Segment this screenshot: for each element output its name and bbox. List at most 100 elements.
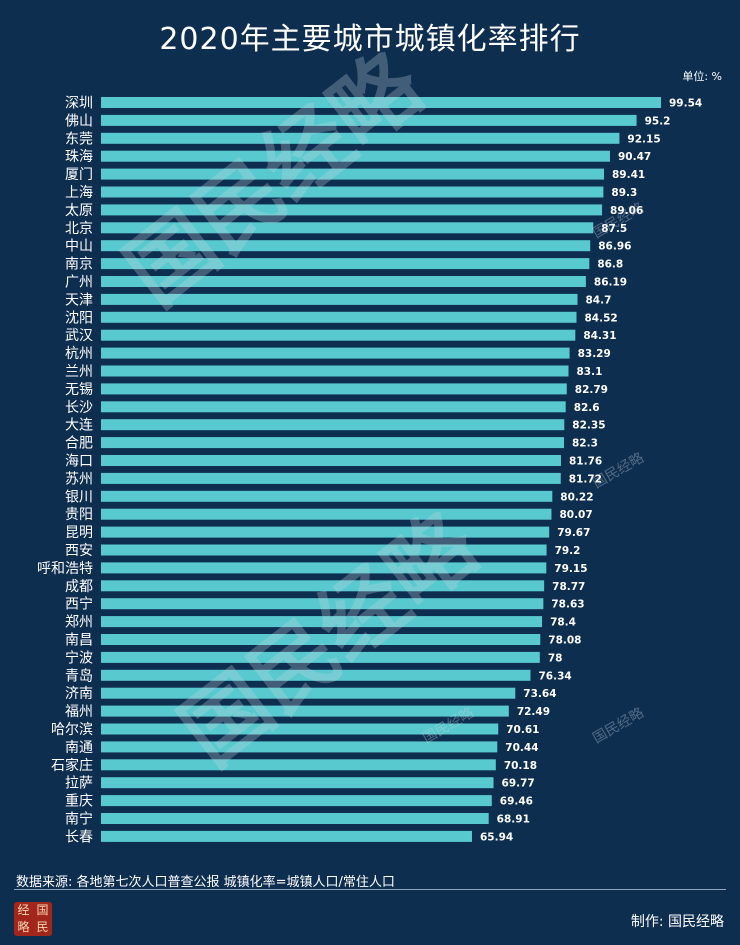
bar: [101, 687, 516, 699]
bar: [101, 419, 565, 431]
chart-title: 2020年主要城市城镇化率排行: [159, 22, 581, 57]
value-label: 79.67: [557, 527, 590, 539]
bar: [101, 472, 561, 484]
bar: [101, 598, 544, 610]
category-label: 武汉: [65, 328, 93, 344]
category-label: 合肥: [65, 436, 93, 452]
category-label: 深圳: [65, 96, 93, 112]
category-label: 上海: [65, 185, 93, 201]
category-label: 中山: [65, 239, 93, 255]
category-label: 南宁: [65, 811, 93, 828]
bar: [101, 580, 545, 592]
bar: [101, 651, 540, 663]
category-label: 石家庄: [51, 757, 93, 774]
bar: [101, 759, 496, 771]
category-label: 东莞: [65, 131, 93, 147]
bar: [101, 669, 531, 681]
category-label: 郑州: [65, 615, 93, 631]
category-label: 兰州: [65, 364, 93, 380]
value-label: 99.54: [669, 98, 702, 110]
category-label: 重庆: [65, 794, 93, 810]
category-label: 广州: [65, 275, 93, 291]
category-label: 长沙: [65, 400, 93, 416]
value-label: 89.3: [611, 187, 637, 199]
brand-logo: 经 国 略 民: [14, 902, 52, 936]
bar: [101, 705, 509, 717]
divider: [14, 889, 726, 890]
value-label: 86.8: [597, 259, 623, 271]
bar: [101, 114, 637, 126]
bar: [101, 777, 494, 789]
bar: [101, 526, 550, 538]
category-label: 哈尔滨: [51, 722, 93, 738]
category-label: 珠海: [65, 149, 93, 165]
maker-credit: 制作: 国民经略: [630, 914, 724, 930]
value-label: 69.46: [500, 796, 533, 808]
bar: [101, 813, 489, 824]
category-label: 无锡: [65, 382, 93, 398]
bar: [101, 311, 577, 323]
bar-chart: 深圳 99.54 佛山 95.2 东莞 92.15 珠海 90.47 厦门 89.41 上海 89.3…: [37, 96, 702, 846]
bar: [101, 544, 547, 556]
value-label: 73.64: [523, 688, 556, 700]
category-label: 沈阳: [65, 310, 93, 326]
category-label: 拉萨: [65, 776, 93, 792]
category-label: 青岛: [65, 668, 93, 684]
bar: [101, 634, 541, 645]
category-label: 太原: [65, 203, 93, 219]
category-label: 杭州: [65, 346, 93, 362]
source-note: 数据来源: 各地第七次人口普查公报 城镇化率=城镇人口/常住人口: [16, 875, 395, 890]
category-label: 苏州: [65, 471, 93, 487]
bar: [101, 508, 552, 520]
value-label: 76.34: [538, 670, 571, 682]
bar: [101, 347, 570, 359]
value-label: 72.49: [517, 706, 550, 718]
value-label: 78: [548, 652, 563, 664]
value-label: 82.6: [574, 402, 600, 414]
value-label: 89.41: [612, 169, 645, 181]
bar: [101, 204, 603, 216]
value-label: 89.06: [610, 205, 643, 217]
value-label: 83.1: [577, 366, 603, 378]
value-label: 78.08: [548, 635, 581, 647]
logo-char: 国: [36, 903, 49, 917]
value-label: 70.18: [504, 760, 537, 772]
category-label: 济南: [65, 686, 93, 702]
category-label: 呼和浩特: [37, 561, 93, 577]
bar: [101, 455, 561, 466]
value-label: 84.52: [584, 312, 617, 324]
value-label: 82.79: [575, 384, 608, 396]
bar: [101, 562, 547, 574]
value-label: 84.7: [586, 294, 612, 306]
bar: [101, 222, 594, 234]
category-label: 昆明: [65, 525, 93, 541]
bar: [101, 329, 576, 341]
category-label: 厦门: [65, 167, 93, 183]
category-label: 天津: [65, 292, 93, 308]
category-label: 宁波: [65, 649, 93, 666]
unit-label: 单位: %: [682, 70, 722, 83]
category-label: 西宁: [65, 596, 93, 613]
category-label: 南昌: [65, 633, 93, 649]
category-label: 西安: [65, 543, 93, 559]
value-label: 80.22: [560, 491, 593, 503]
bar: [101, 240, 591, 252]
bar: [101, 741, 498, 753]
bar: [101, 437, 565, 449]
bar: [101, 365, 569, 377]
category-label: 南通: [65, 740, 93, 756]
value-label: 69.77: [502, 778, 535, 790]
bar: [101, 97, 661, 108]
category-label: 长春: [65, 829, 93, 845]
category-label: 贵阳: [65, 507, 93, 523]
bar: [101, 616, 543, 628]
category-label: 海口: [65, 454, 93, 470]
value-label: 80.07: [559, 509, 592, 521]
value-label: 86.19: [594, 277, 627, 289]
bar: [101, 276, 586, 287]
value-label: 82.3: [572, 438, 598, 450]
value-label: 87.5: [601, 223, 627, 235]
bar: [101, 401, 566, 413]
bar: [101, 168, 605, 180]
bar: [101, 830, 472, 842]
